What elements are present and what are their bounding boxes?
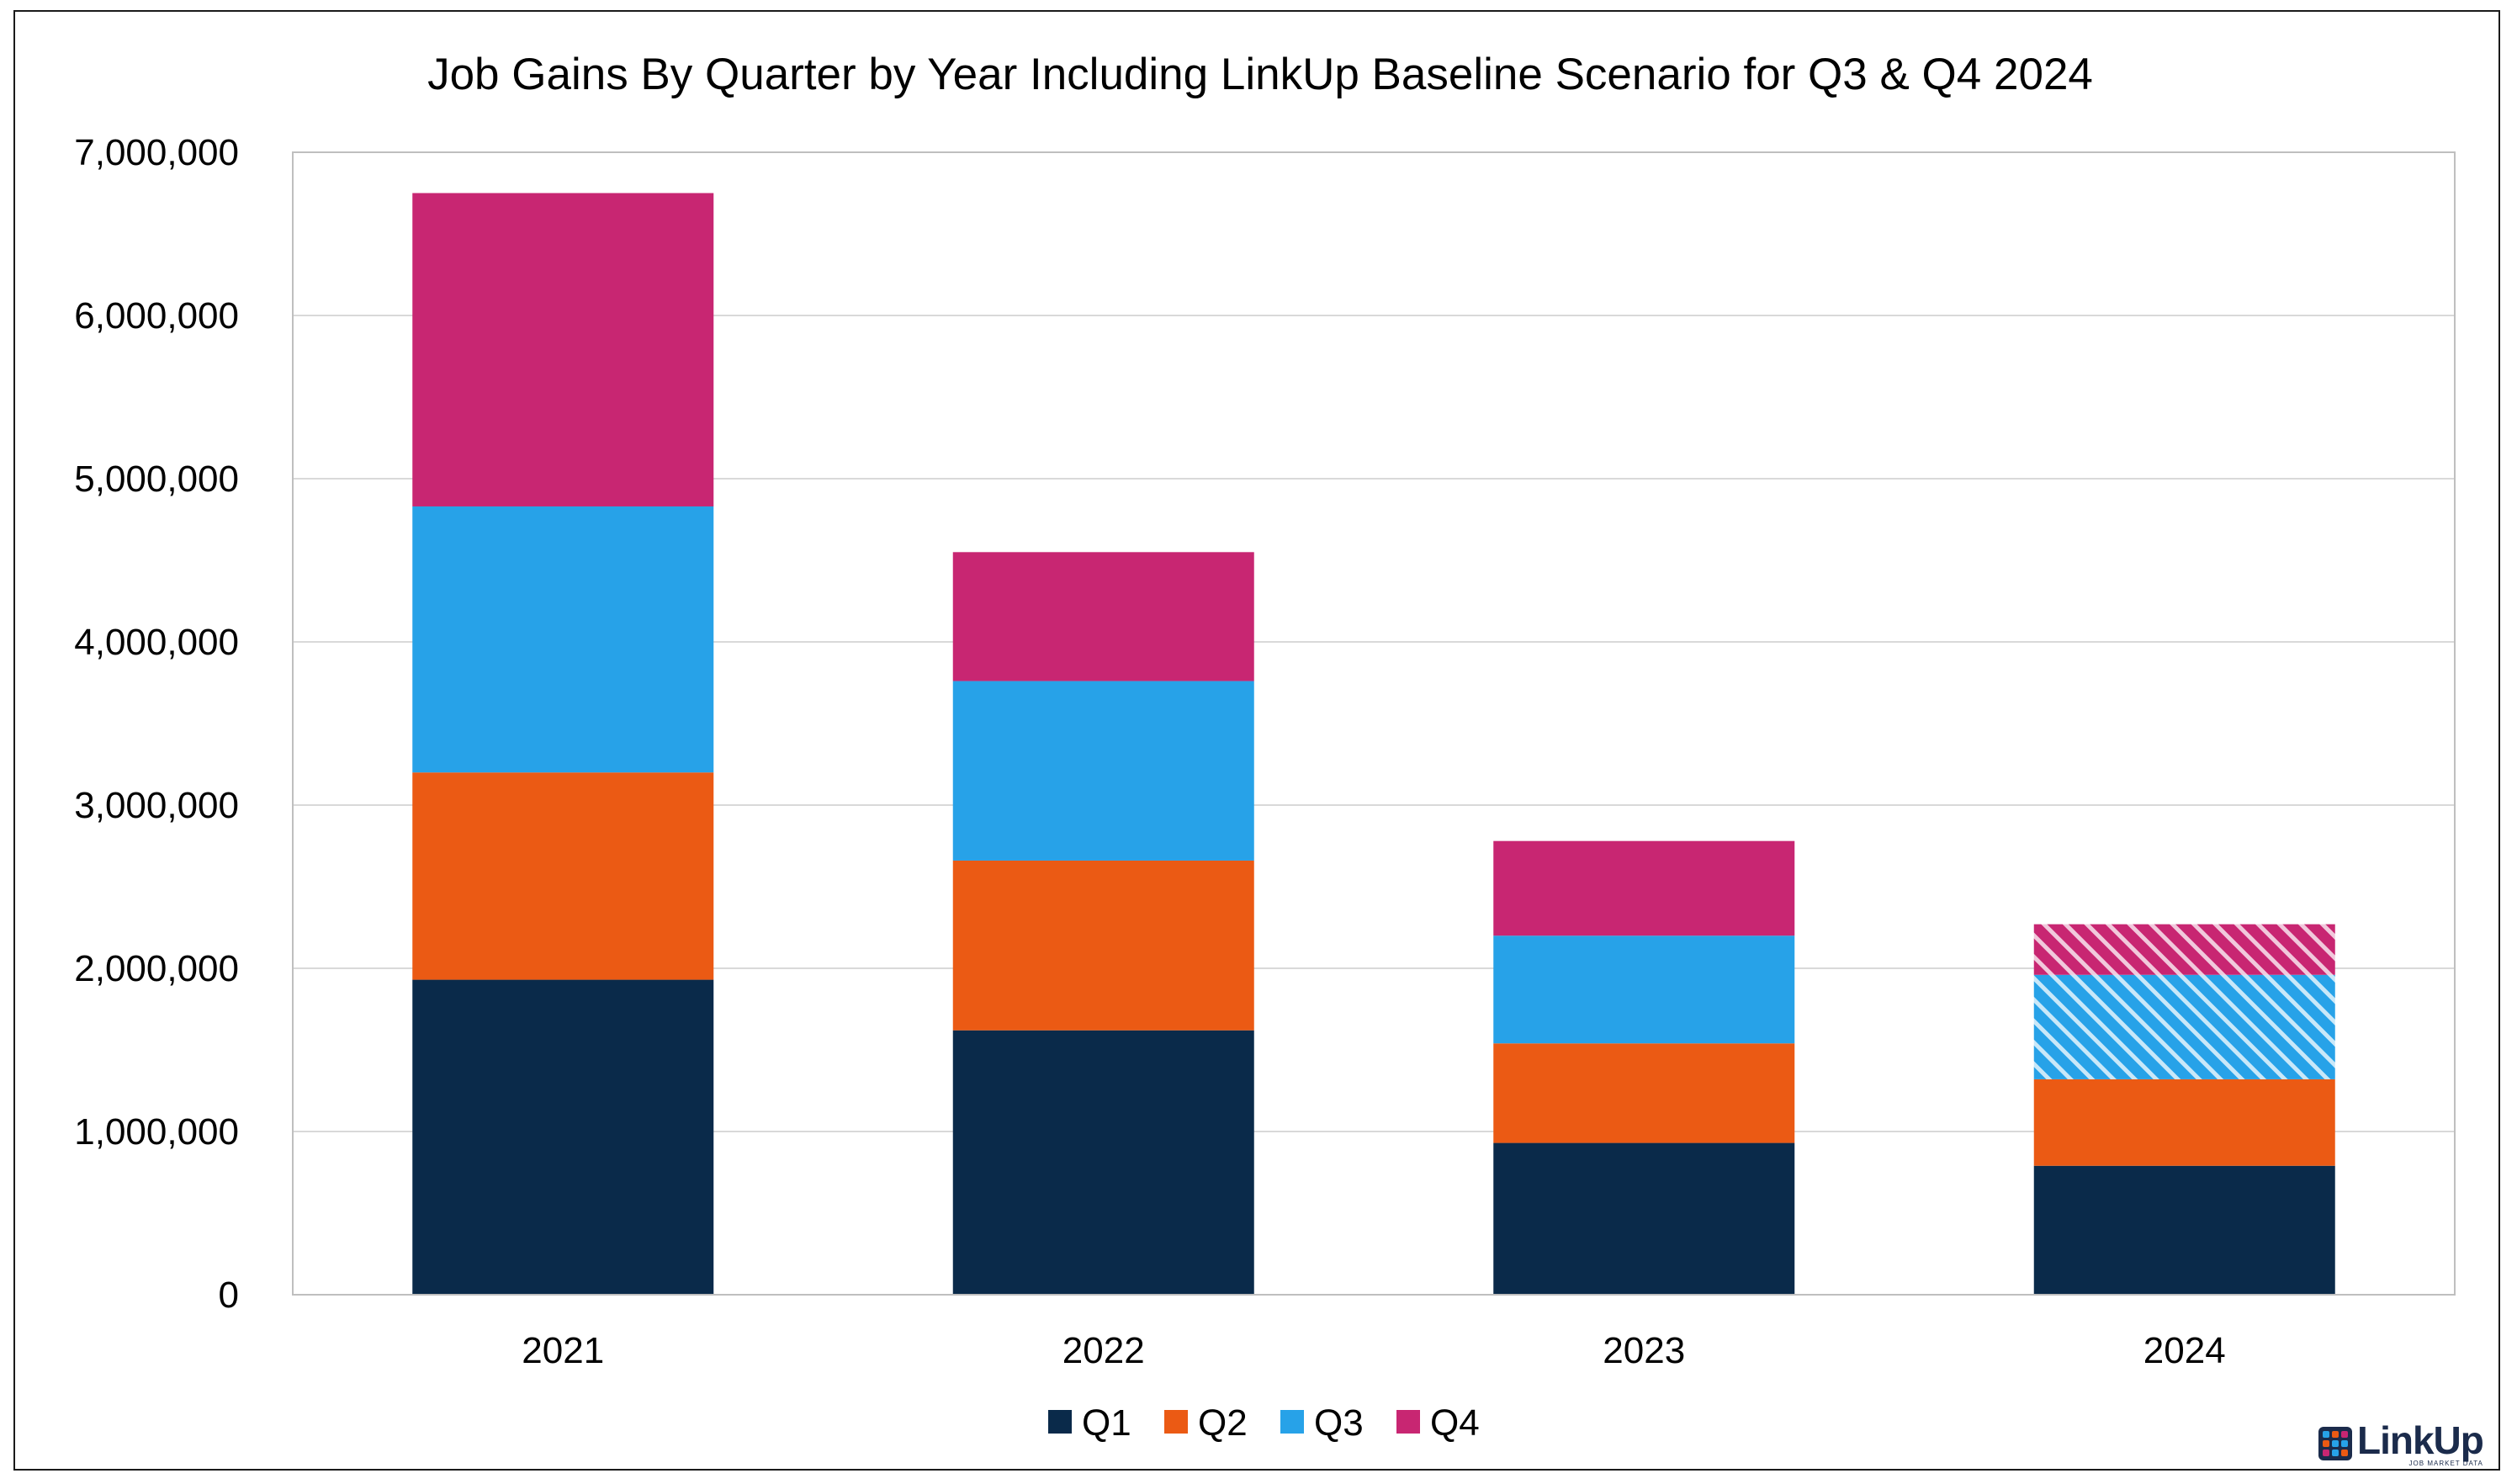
bar-q1-2023 [1493, 1142, 1795, 1295]
legend-label: Q3 [1314, 1402, 1364, 1444]
legend-swatch [1048, 1410, 1072, 1434]
plot-area-border [292, 151, 2456, 1296]
bar-q3-2023 [1493, 935, 1795, 1044]
bar-q3-2021 [412, 506, 714, 773]
y-tick-label: 4,000,000 [74, 622, 239, 663]
legend-label: Q2 [1198, 1402, 1248, 1444]
bars [412, 193, 2335, 1295]
axes [292, 151, 2456, 1296]
y-tick-label: 6,000,000 [74, 295, 239, 337]
bar-q2-2023 [1493, 1043, 1795, 1143]
y-tick-label: 0 [219, 1275, 239, 1316]
x-tick-label: 2021 [522, 1330, 604, 1371]
linkup-logo: LinkUp JOB MARKET DATA [2318, 1418, 2484, 1467]
legend-swatch [1164, 1410, 1188, 1434]
legend-item-q1: Q1 [1048, 1402, 1131, 1444]
stacked-bar-chart: Job Gains By Quarter by Year Including L… [74, 50, 2456, 1444]
bar-q2-2021 [412, 772, 714, 980]
x-axis-tick-labels: 2021 2022 2023 2024 [522, 1330, 2225, 1371]
y-tick-label: 3,000,000 [74, 785, 239, 826]
y-tick-label: 5,000,000 [74, 458, 239, 500]
bar-q4-2021 [412, 193, 714, 506]
logo-tagline: JOB MARKET DATA [2408, 1459, 2483, 1467]
legend-item-q4: Q4 [1396, 1402, 1480, 1444]
bar-q3-2022 [952, 681, 1254, 861]
x-tick-label: 2023 [1603, 1330, 1685, 1371]
bar-q1-2024 [2033, 1165, 2335, 1295]
bar-q1-2022 [952, 1030, 1254, 1295]
chart-frame: Job Gains By Quarter by Year Including L… [13, 10, 2500, 1471]
legend-label: Q1 [1082, 1402, 1131, 1444]
y-tick-label: 7,000,000 [74, 132, 239, 173]
legend-item-q3: Q3 [1280, 1402, 1364, 1444]
bar-q2-2022 [952, 860, 1254, 1031]
legend-swatch [1396, 1410, 1420, 1434]
bar-q4-2023 [1493, 840, 1795, 936]
y-tick-label: 1,000,000 [74, 1111, 239, 1153]
chart-title: Job Gains By Quarter by Year Including L… [427, 50, 2093, 99]
x-tick-label: 2024 [2143, 1330, 2226, 1371]
bar-q2-2024 [2033, 1079, 2335, 1166]
x-tick-label: 2022 [1062, 1330, 1145, 1371]
bar-q4-2022 [952, 552, 1254, 681]
legend: Q1 Q2 Q3 Q4 [1048, 1402, 1480, 1444]
bar-q4-2024 [2033, 924, 2335, 975]
grid-squares-icon [2318, 1427, 2352, 1460]
legend-item-q2: Q2 [1164, 1402, 1248, 1444]
legend-label: Q4 [1430, 1402, 1480, 1444]
y-axis-tick-labels: 0 1,000,000 2,000,000 3,000,000 4,000,000 5,0… [74, 132, 239, 1316]
y-tick-label: 2,000,000 [74, 948, 239, 989]
bar-q3-2024 [2033, 974, 2335, 1079]
bar-q1-2021 [412, 979, 714, 1295]
legend-swatch [1280, 1410, 1304, 1434]
logo-name: LinkUp [2357, 1418, 2484, 1462]
